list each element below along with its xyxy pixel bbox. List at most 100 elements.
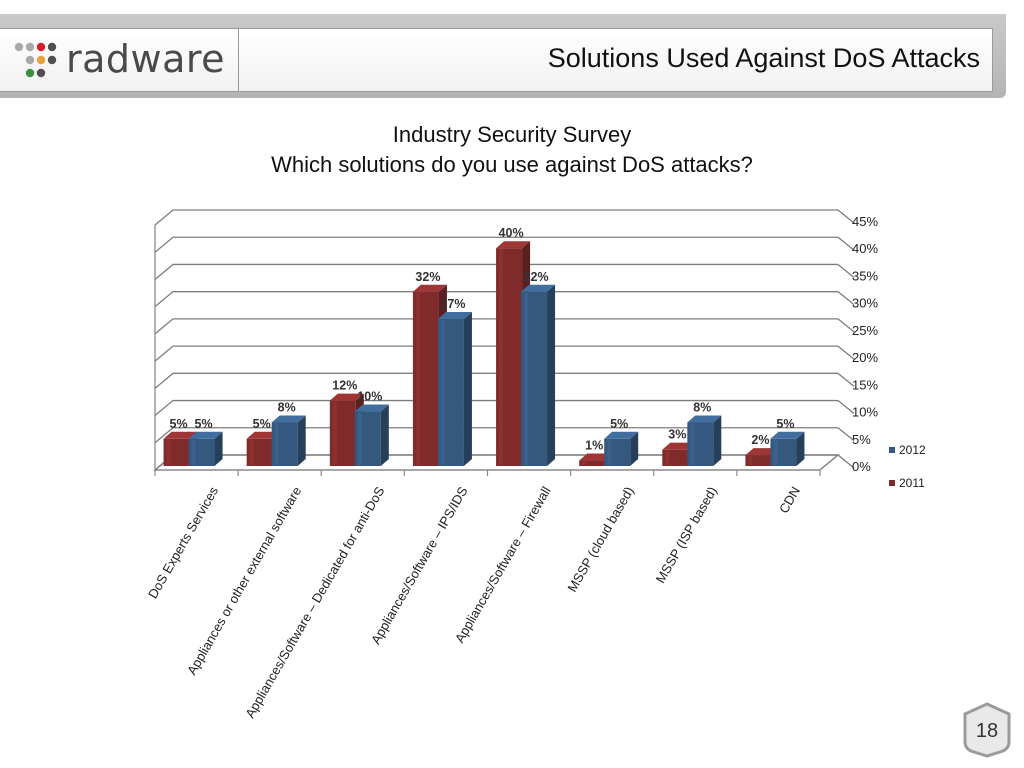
- gridline: [154, 427, 838, 444]
- y-tick-label: 15%: [852, 377, 878, 392]
- gridline-slant: [837, 372, 855, 387]
- y-tick-label: 30%: [852, 296, 878, 311]
- gridline-slant: [837, 318, 855, 333]
- bar-highlight: [274, 423, 279, 465]
- bar-highlight: [332, 401, 337, 465]
- bar-highlight: [665, 450, 670, 465]
- bar-2011: [745, 455, 772, 466]
- data-label: 3%: [668, 428, 686, 442]
- data-label: 5%: [610, 417, 628, 431]
- gridline: [154, 345, 838, 362]
- bar-highlight: [166, 439, 171, 465]
- bar-highlight: [582, 461, 587, 465]
- bar-highlight: [440, 320, 445, 465]
- bar-top: [521, 284, 556, 292]
- gridline: [154, 236, 838, 253]
- chart-title: Industry Security Survey: [392, 122, 632, 147]
- data-label: 5%: [170, 417, 188, 431]
- x-category-label: Appliances/Software – IPS/IDS: [368, 484, 471, 647]
- bar-top: [354, 404, 389, 412]
- gridline: [154, 372, 838, 389]
- header-bar: radware Solutions Used Against DoS Attac…: [0, 28, 993, 92]
- bar-highlight: [191, 439, 196, 465]
- data-label: 32%: [524, 270, 549, 284]
- data-label: 5%: [776, 417, 794, 431]
- data-label: 32%: [415, 270, 440, 284]
- gridline-slant: [837, 209, 855, 224]
- gridline-slant: [837, 263, 855, 278]
- data-label: 40%: [499, 226, 524, 240]
- bar-side: [713, 415, 722, 466]
- page-number-badge: 18: [963, 702, 1011, 758]
- x-category-label: DoS Experts Services: [145, 484, 221, 601]
- bar-side: [380, 404, 389, 466]
- y-tick-label: 20%: [852, 350, 878, 365]
- bar-top: [412, 284, 447, 292]
- page-number: 18: [976, 720, 998, 742]
- gridline-slant: [837, 454, 855, 469]
- bar-highlight: [415, 292, 420, 465]
- logo-text: radware: [66, 37, 226, 81]
- bar-highlight: [357, 412, 362, 465]
- bar-top: [188, 431, 223, 439]
- logo-dots-icon: [14, 42, 57, 78]
- bar-top: [687, 415, 722, 423]
- bar-highlight: [748, 456, 753, 465]
- x-category-label: Appliances/Software – Dedicated for anti…: [242, 484, 387, 721]
- gridline: [154, 291, 838, 308]
- bar-side: [796, 431, 805, 466]
- gridline-slant: [837, 427, 855, 442]
- data-label: 12%: [332, 379, 357, 393]
- y-tick-label: 0%: [852, 459, 871, 474]
- bar-highlight: [524, 292, 529, 465]
- bar-highlight: [690, 423, 695, 465]
- data-label: 27%: [440, 297, 465, 311]
- x-category-label: CDN: [776, 484, 803, 516]
- bar-highlight: [249, 439, 254, 465]
- bar-highlight: [499, 249, 504, 465]
- data-label: 10%: [357, 390, 382, 404]
- gridline-slant: [837, 236, 855, 251]
- bar-top: [329, 393, 364, 401]
- data-label: 2%: [751, 433, 769, 447]
- data-label: 8%: [693, 400, 711, 414]
- bar-top: [604, 431, 639, 439]
- slide-title: Solutions Used Against DoS Attacks: [547, 43, 980, 73]
- x-category-label: MSSP (cloud based): [564, 484, 636, 595]
- gridline: [154, 399, 838, 417]
- y-tick-label: 10%: [852, 405, 878, 420]
- bar-side: [297, 415, 306, 466]
- y-tick-label: 40%: [852, 241, 878, 256]
- gridline: [154, 263, 838, 280]
- bar-side: [630, 431, 639, 466]
- data-label: 1%: [585, 439, 603, 453]
- bar-top: [163, 431, 198, 439]
- legend-label-2012: 2012: [899, 443, 926, 457]
- bar-top: [770, 431, 805, 439]
- gridline: [154, 209, 838, 226]
- gridline-slant: [837, 345, 855, 360]
- bar-highlight: [607, 439, 612, 465]
- bar-side: [547, 284, 556, 466]
- gridline: [154, 318, 838, 335]
- data-label: 8%: [278, 400, 296, 414]
- bar-top: [271, 415, 306, 423]
- bar-top: [437, 312, 472, 319]
- legend-swatch-2012: [889, 447, 895, 453]
- bar-side: [463, 312, 472, 466]
- gridline-slant: [837, 291, 855, 306]
- data-label: 5%: [253, 417, 271, 431]
- legend-swatch-2011: [889, 480, 895, 486]
- y-tick-label: 35%: [852, 268, 878, 283]
- gridline-slant: [837, 400, 855, 415]
- logo: radware: [0, 29, 239, 91]
- bar-highlight: [773, 439, 778, 465]
- y-tick-label: 45%: [852, 214, 878, 229]
- legend-label-2011: 2011: [899, 476, 925, 490]
- bar-top: [496, 241, 531, 249]
- bar-2011: [579, 460, 606, 466]
- y-tick-label: 5%: [852, 432, 871, 447]
- chart-subtitle: Which solutions do you use against DoS a…: [271, 152, 753, 177]
- y-tick-label: 25%: [852, 323, 878, 338]
